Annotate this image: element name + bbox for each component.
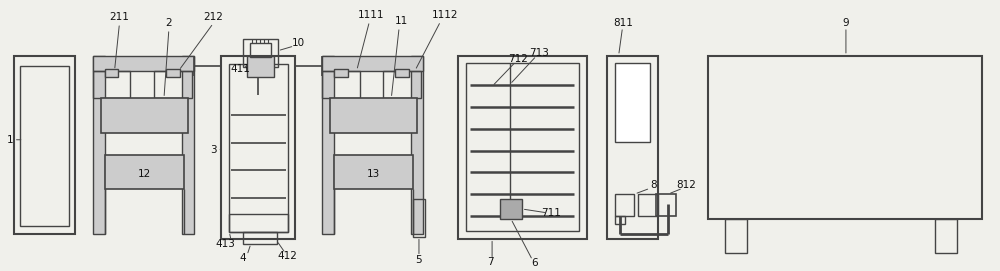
Text: 1: 1 [6, 135, 13, 145]
Bar [322, 56, 423, 70]
Bar [500, 199, 522, 219]
Text: 9: 9 [843, 18, 849, 28]
Text: 10: 10 [292, 38, 305, 48]
Text: 3: 3 [210, 145, 217, 155]
Text: 811: 811 [614, 18, 633, 28]
Bar [105, 69, 118, 76]
Text: 12: 12 [138, 169, 151, 179]
Text: 712: 712 [508, 54, 528, 64]
Text: 13: 13 [367, 169, 380, 179]
Bar [182, 56, 194, 234]
Text: 8: 8 [650, 180, 657, 190]
Bar [458, 56, 587, 238]
Bar [322, 70, 360, 98]
Bar [383, 70, 421, 98]
Text: 6: 6 [531, 258, 538, 268]
Bar [935, 219, 957, 253]
Bar [411, 56, 423, 234]
Bar [466, 63, 579, 231]
Bar [166, 69, 180, 76]
Bar [93, 70, 130, 98]
Text: 7: 7 [487, 257, 493, 267]
Text: 4: 4 [240, 253, 246, 263]
Bar [330, 98, 417, 133]
Bar [615, 194, 634, 216]
Text: 413: 413 [215, 238, 235, 249]
Bar [243, 232, 277, 244]
Bar [395, 69, 409, 76]
Bar [656, 194, 676, 216]
Text: 713: 713 [530, 48, 549, 58]
Text: 812: 812 [676, 180, 696, 190]
Text: 1112: 1112 [431, 10, 458, 20]
Bar [93, 56, 194, 70]
Bar [229, 64, 288, 232]
Text: 1111: 1111 [358, 10, 385, 20]
Bar [708, 56, 982, 219]
Bar [413, 199, 425, 237]
Bar [250, 43, 271, 57]
Bar [725, 219, 747, 253]
Text: 11: 11 [395, 16, 408, 26]
Bar [221, 56, 295, 238]
Text: 412: 412 [278, 251, 297, 262]
Bar [243, 39, 278, 67]
Bar [334, 69, 348, 76]
Bar [247, 56, 274, 78]
Bar [322, 56, 334, 234]
Text: 411: 411 [230, 64, 250, 74]
Text: 211: 211 [110, 12, 129, 22]
Bar [105, 154, 184, 189]
Bar [14, 56, 75, 234]
Bar [93, 56, 105, 234]
Text: 212: 212 [203, 12, 223, 22]
Bar [638, 194, 658, 216]
Bar [101, 98, 188, 133]
Bar [615, 216, 625, 224]
Text: 2: 2 [166, 18, 172, 28]
Bar [334, 154, 413, 189]
Bar [615, 63, 650, 142]
Text: 711: 711 [541, 208, 561, 218]
Bar [229, 214, 288, 232]
Bar [154, 70, 192, 98]
Bar [20, 66, 69, 226]
Text: 5: 5 [416, 255, 422, 265]
Bar [607, 56, 658, 238]
